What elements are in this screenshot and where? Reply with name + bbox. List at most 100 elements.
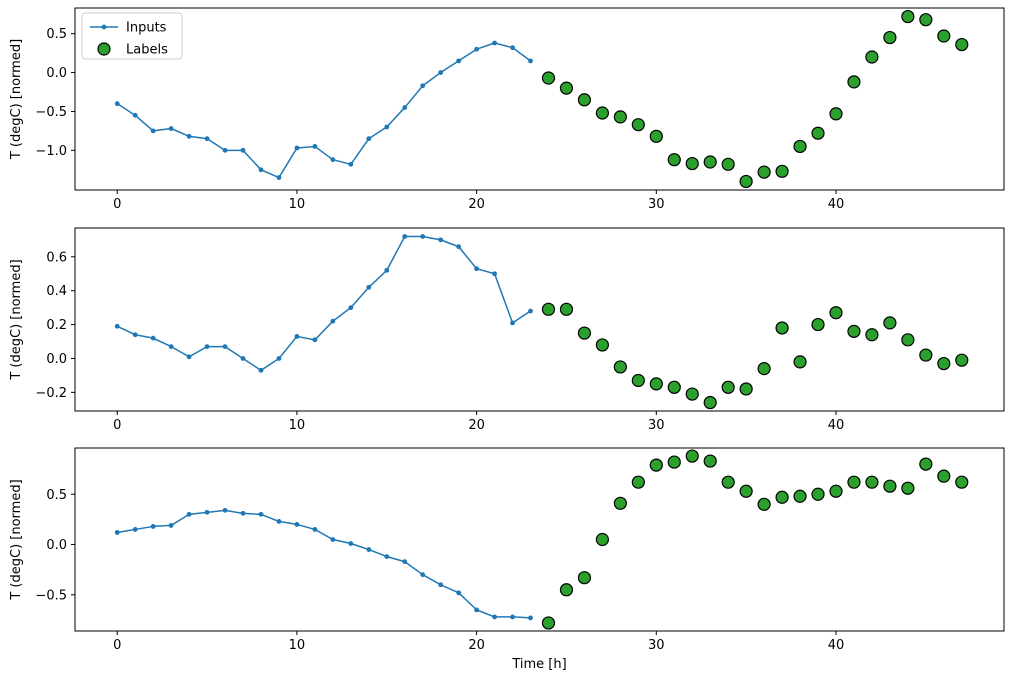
inputs-marker (510, 45, 515, 51)
labels-marker (685, 449, 699, 463)
labels-marker (649, 129, 663, 143)
inputs-marker (294, 145, 300, 151)
labels-marker (541, 302, 556, 316)
x-tick-label: 0 (113, 638, 121, 653)
inputs-marker (366, 284, 372, 290)
y-axis-label: T (degC) [normed] (9, 479, 24, 600)
inputs-marker (456, 58, 462, 64)
inputs-marker (384, 124, 390, 130)
labels-marker (703, 155, 717, 169)
legend-label-inputs: Inputs (126, 21, 167, 36)
inputs-marker (474, 607, 480, 613)
x-tick-label: 10 (289, 418, 306, 433)
y-tick-label: 0.6 (46, 250, 67, 265)
y-tick-label: −0.5 (35, 588, 67, 603)
labels-marker (847, 475, 861, 489)
inputs-marker (240, 147, 246, 153)
labels-marker (685, 387, 699, 401)
labels-marker (541, 71, 556, 85)
x-tick-label: 20 (468, 638, 485, 653)
y-tick-label: −0.5 (35, 105, 67, 120)
inputs-marker (330, 157, 336, 163)
labels-marker (793, 489, 807, 503)
x-tick-label: 40 (828, 197, 845, 212)
inputs-marker (348, 305, 354, 311)
labels-marker (595, 338, 609, 352)
labels-marker (811, 487, 825, 501)
y-tick-label: 0.2 (46, 318, 67, 333)
y-tick-label: 0.4 (46, 284, 67, 299)
inputs-marker (384, 554, 390, 559)
inputs-marker (528, 615, 533, 621)
labels-marker (811, 126, 825, 140)
inputs-marker (510, 320, 515, 326)
labels-marker (883, 316, 897, 330)
x-tick-label: 30 (648, 418, 665, 433)
inputs-line (117, 509, 531, 619)
inputs-marker (204, 136, 210, 142)
legend-inputs-marker-sample (101, 24, 107, 30)
inputs-marker (528, 308, 533, 314)
inputs-marker (330, 537, 336, 542)
labels-marker (955, 37, 969, 52)
labels-marker (937, 356, 951, 371)
inputs-marker (312, 337, 318, 343)
inputs-marker (186, 354, 192, 360)
labels-marker (703, 454, 717, 468)
labels-marker (901, 9, 915, 24)
y-tick-label: 0.5 (46, 488, 67, 503)
labels-marker (757, 165, 771, 179)
inputs-marker (348, 541, 354, 546)
labels-marker (631, 118, 645, 132)
labels-marker (595, 106, 609, 120)
inputs-marker (150, 524, 156, 529)
labels-marker (757, 362, 771, 376)
x-tick-label: 40 (828, 418, 845, 433)
inputs-marker (132, 112, 138, 118)
inputs-marker (384, 267, 390, 273)
inputs-marker (438, 582, 444, 588)
inputs-marker (528, 58, 533, 64)
x-tick-label: 0 (113, 197, 121, 212)
legend: Inputs Labels (81, 12, 183, 60)
y-tick-label: 0.0 (46, 66, 67, 81)
inputs-marker (492, 271, 497, 277)
labels-marker (613, 496, 627, 510)
labels-marker (577, 93, 592, 107)
inputs-marker (240, 356, 246, 361)
inputs-marker (492, 614, 497, 620)
y-axis-label: T (degC) [normed] (9, 39, 24, 160)
y-tick-label: −0.2 (35, 386, 67, 401)
inputs-marker (348, 161, 354, 167)
labels-marker (559, 583, 574, 597)
axes-frame (74, 7, 1005, 191)
labels-marker (937, 29, 951, 43)
labels-marker (559, 81, 574, 95)
labels-marker (667, 380, 681, 394)
inputs-marker (456, 590, 462, 596)
labels-marker (721, 380, 735, 394)
labels-marker (919, 13, 933, 27)
inputs-marker (114, 323, 120, 329)
y-tick-label: 0.5 (46, 27, 67, 42)
labels-marker (631, 475, 645, 489)
inputs-marker (186, 133, 192, 139)
inputs-marker (366, 136, 372, 142)
x-tick-label: 30 (648, 197, 665, 212)
inputs-marker (420, 83, 426, 89)
labels-marker (703, 395, 717, 410)
inputs-marker (276, 175, 282, 180)
inputs-marker (312, 144, 318, 149)
inputs-marker (132, 527, 138, 532)
x-tick-label: 10 (289, 197, 306, 212)
inputs-marker (222, 507, 228, 513)
labels-marker (793, 355, 807, 369)
labels-marker (847, 324, 861, 338)
legend-labels-marker-sample (97, 42, 111, 56)
labels-marker (667, 455, 681, 469)
inputs-marker (474, 266, 480, 272)
labels-marker (829, 484, 843, 498)
inputs-marker (474, 46, 480, 52)
inputs-marker (258, 167, 264, 173)
